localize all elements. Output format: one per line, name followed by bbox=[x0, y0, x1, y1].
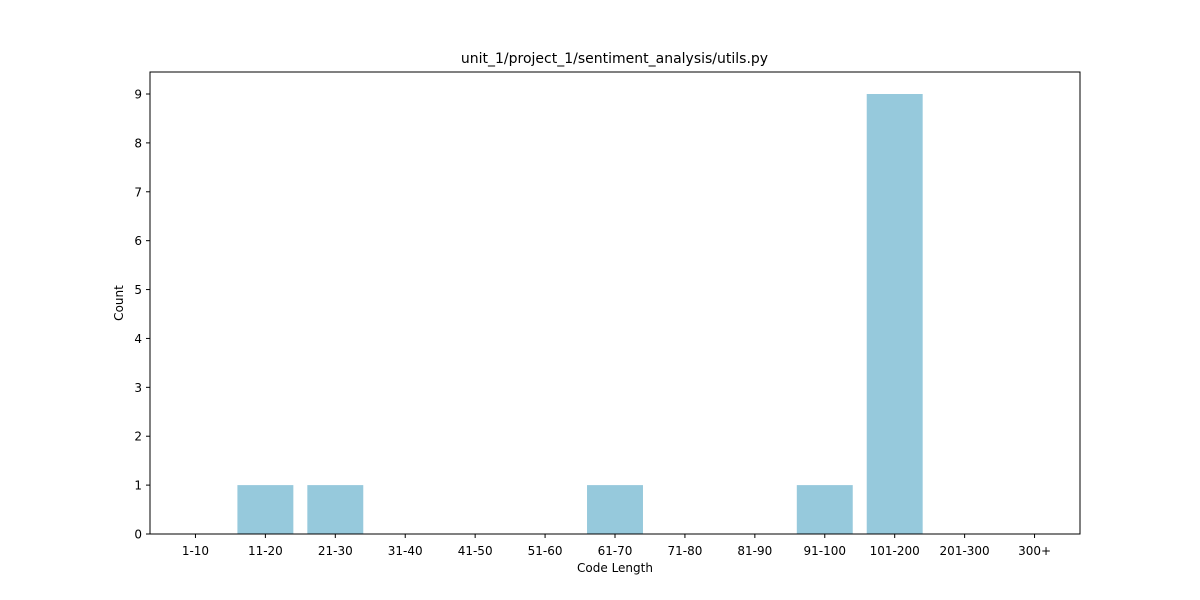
chart-title: unit_1/project_1/sentiment_analysis/util… bbox=[461, 51, 768, 67]
x-tick-label: 300+ bbox=[1018, 544, 1051, 558]
x-tick-label: 201-300 bbox=[940, 544, 990, 558]
x-tick-label: 51-60 bbox=[528, 544, 563, 558]
x-tick-label: 91-100 bbox=[804, 544, 847, 558]
x-tick-label: 41-50 bbox=[458, 544, 493, 558]
bar-91-100 bbox=[796, 485, 853, 534]
plot-frame bbox=[149, 71, 1081, 535]
y-tick-label: 3 bbox=[134, 381, 142, 395]
x-tick-label: 101-200 bbox=[870, 544, 920, 558]
x-tick-label: 1-10 bbox=[182, 544, 209, 558]
x-axis-label: Code Length bbox=[577, 561, 653, 575]
x-tick-label: 81-90 bbox=[737, 544, 772, 558]
y-tick-label: 1 bbox=[134, 479, 142, 493]
x-axis: 1-10 11-20 21-30 31-40 41-50 51-60 61-70 71-80 8… bbox=[182, 534, 1051, 558]
y-tick-label: 2 bbox=[134, 430, 142, 444]
bar-101-200 bbox=[866, 94, 923, 534]
y-tick-label: 9 bbox=[134, 88, 142, 102]
x-tick-label: 11-20 bbox=[248, 544, 283, 558]
y-tick-label: 7 bbox=[134, 185, 142, 199]
bar-11-20 bbox=[237, 485, 294, 534]
bar-61-70 bbox=[587, 485, 643, 534]
y-tick-label: 0 bbox=[134, 528, 142, 542]
bar-21-30 bbox=[307, 485, 364, 534]
bars-group bbox=[237, 94, 923, 534]
y-tick-label: 6 bbox=[134, 234, 142, 248]
y-axis-label: Count bbox=[112, 285, 126, 321]
x-tick-label: 31-40 bbox=[388, 544, 423, 558]
y-tick-label: 4 bbox=[134, 332, 142, 346]
x-tick-label: 61-70 bbox=[598, 544, 633, 558]
x-tick-label: 71-80 bbox=[667, 544, 702, 558]
y-tick-label: 5 bbox=[134, 283, 142, 297]
y-tick-label: 8 bbox=[134, 136, 142, 150]
x-tick-label: 21-30 bbox=[318, 544, 353, 558]
y-axis: 0 1 2 3 4 5 6 7 8 9 bbox=[134, 88, 150, 542]
